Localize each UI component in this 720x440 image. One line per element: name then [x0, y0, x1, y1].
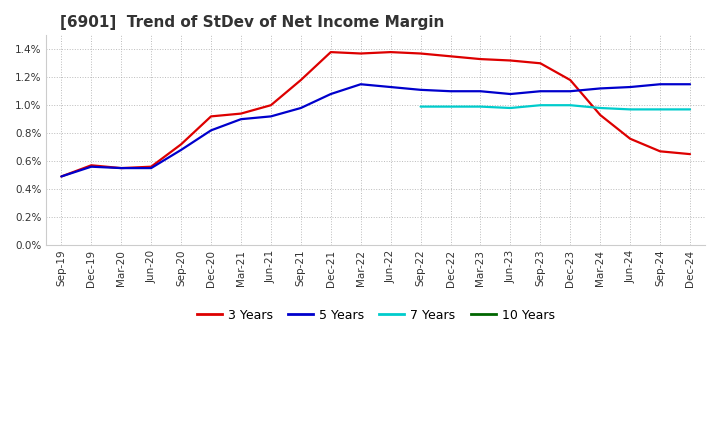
3 Years — [147, 164, 156, 169]
3 Years — [416, 51, 425, 56]
3 Years — [446, 54, 455, 59]
5 Years — [297, 105, 305, 110]
Line: 3 Years: 3 Years — [61, 52, 690, 176]
5 Years — [87, 164, 96, 169]
7 Years — [476, 104, 485, 109]
3 Years — [566, 77, 575, 83]
5 Years — [416, 87, 425, 92]
5 Years — [387, 84, 395, 90]
3 Years — [596, 112, 605, 117]
3 Years — [207, 114, 215, 119]
5 Years — [626, 84, 634, 90]
5 Years — [207, 128, 215, 133]
3 Years — [506, 58, 515, 63]
5 Years — [57, 174, 66, 179]
Line: 5 Years: 5 Years — [61, 84, 690, 176]
7 Years — [446, 104, 455, 109]
7 Years — [626, 107, 634, 112]
5 Years — [147, 165, 156, 171]
5 Years — [177, 147, 186, 153]
7 Years — [506, 105, 515, 110]
3 Years — [177, 142, 186, 147]
3 Years — [476, 56, 485, 62]
3 Years — [536, 61, 544, 66]
Text: [6901]  Trend of StDev of Net Income Margin: [6901] Trend of StDev of Net Income Marg… — [60, 15, 444, 30]
3 Years — [626, 136, 634, 141]
5 Years — [117, 165, 125, 171]
7 Years — [566, 103, 575, 108]
3 Years — [87, 163, 96, 168]
7 Years — [536, 103, 544, 108]
7 Years — [685, 107, 694, 112]
7 Years — [656, 107, 665, 112]
3 Years — [387, 49, 395, 55]
5 Years — [506, 92, 515, 97]
5 Years — [446, 88, 455, 94]
5 Years — [685, 81, 694, 87]
3 Years — [297, 77, 305, 83]
3 Years — [356, 51, 365, 56]
5 Years — [596, 86, 605, 91]
3 Years — [685, 151, 694, 157]
7 Years — [416, 104, 425, 109]
5 Years — [566, 88, 575, 94]
3 Years — [266, 103, 275, 108]
Line: 7 Years: 7 Years — [420, 105, 690, 110]
3 Years — [656, 149, 665, 154]
5 Years — [266, 114, 275, 119]
5 Years — [326, 92, 335, 97]
5 Years — [536, 88, 544, 94]
5 Years — [656, 81, 665, 87]
5 Years — [237, 117, 246, 122]
3 Years — [117, 165, 125, 171]
7 Years — [596, 105, 605, 110]
Legend: 3 Years, 5 Years, 7 Years, 10 Years: 3 Years, 5 Years, 7 Years, 10 Years — [192, 304, 560, 327]
3 Years — [57, 174, 66, 179]
3 Years — [237, 111, 246, 116]
5 Years — [356, 81, 365, 87]
3 Years — [326, 49, 335, 55]
5 Years — [476, 88, 485, 94]
